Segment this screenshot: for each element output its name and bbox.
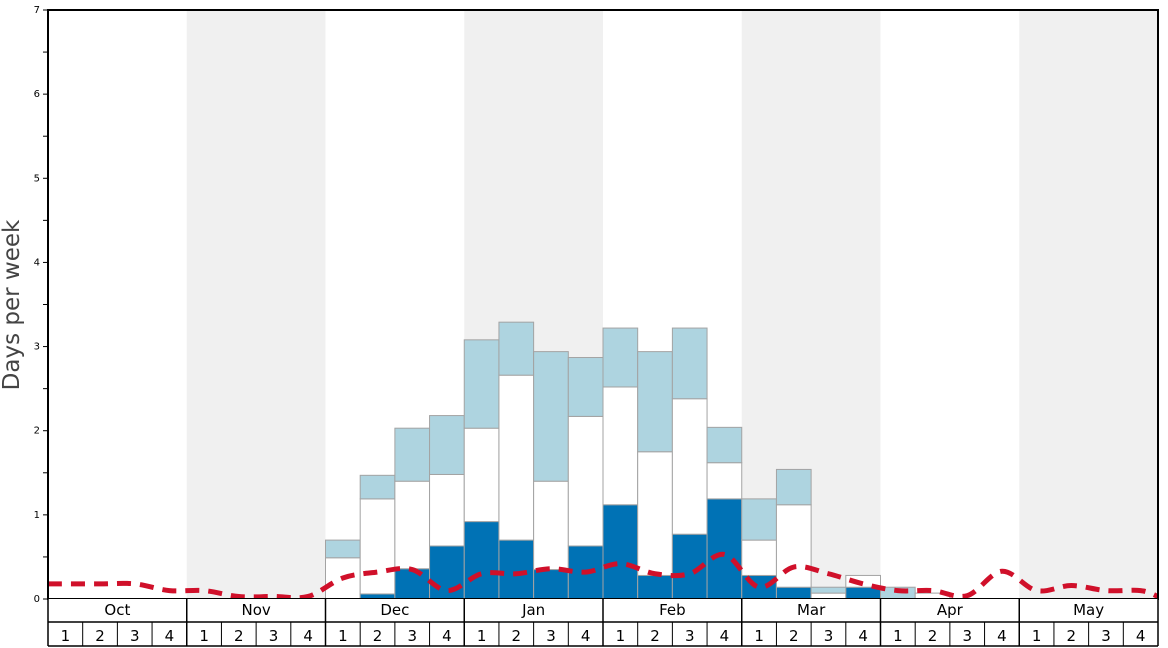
bars xyxy=(325,321,951,600)
bar-segment xyxy=(567,415,604,547)
week-label: 4 xyxy=(997,627,1007,645)
week-label: 3 xyxy=(130,627,140,645)
month-label: Dec xyxy=(380,601,409,619)
bar-segment xyxy=(498,374,535,541)
week-label: 4 xyxy=(1136,627,1146,645)
month-label: Jan xyxy=(521,601,545,619)
y-axis: 0 1 2 3 4 5 6 7 xyxy=(34,5,48,605)
bar-segment xyxy=(637,574,673,600)
y-tick-label: 5 xyxy=(34,173,40,184)
week-label: 2 xyxy=(1067,627,1077,645)
x-axis: Oct 1 2 3 4 Nov 1 2 3 4 Dec 1 2 3 4 Jan 1 2 3 4 Feb 1 2 3 4 Mar 1 2… xyxy=(47,599,1159,647)
bar-segment xyxy=(463,521,500,600)
week-label: 2 xyxy=(95,627,105,645)
bar-segment xyxy=(394,568,431,600)
week-label: 1 xyxy=(893,627,903,645)
y-axis-label: Days per week xyxy=(0,219,25,390)
bar-segment xyxy=(429,415,465,475)
bar-segment xyxy=(429,545,465,600)
y-tick-label: 1 xyxy=(34,510,40,521)
y-tick-label: 0 xyxy=(34,594,40,605)
week-label: 4 xyxy=(858,627,868,645)
month-label: Mar xyxy=(797,601,826,619)
bar-segment xyxy=(741,539,777,576)
bar-segment xyxy=(637,351,673,453)
bar-segment xyxy=(775,504,812,588)
y-tick-label: 4 xyxy=(34,257,40,268)
bar-segment xyxy=(671,327,708,400)
bar-segment xyxy=(533,569,569,600)
bar-segment xyxy=(394,480,431,570)
bar-segment xyxy=(325,539,361,559)
week-label: 3 xyxy=(824,627,834,645)
month-label: May xyxy=(1073,601,1104,619)
bar-segment xyxy=(394,427,431,482)
bar-segment xyxy=(810,586,847,594)
bar-segment xyxy=(533,480,569,571)
week-label: 4 xyxy=(303,627,313,645)
bar-segment xyxy=(498,539,535,600)
week-label: 4 xyxy=(581,627,591,645)
month-label: Apr xyxy=(937,601,964,619)
week-label: 2 xyxy=(928,627,938,645)
bar-segment xyxy=(706,498,743,600)
bar-segment xyxy=(637,451,673,576)
bar-segment xyxy=(463,339,500,429)
week-label: 1 xyxy=(61,627,71,645)
month-label: Feb xyxy=(659,601,686,619)
month-label: Nov xyxy=(241,601,270,619)
bar-segment xyxy=(359,498,396,595)
bar-segment xyxy=(706,426,743,464)
month-band xyxy=(186,10,326,599)
week-label: 2 xyxy=(512,627,522,645)
week-label: 1 xyxy=(338,627,348,645)
week-label: 1 xyxy=(199,627,209,645)
week-label: 3 xyxy=(1101,627,1111,645)
week-label: 4 xyxy=(165,627,175,645)
y-tick-label: 3 xyxy=(34,342,40,353)
bar-segment xyxy=(533,351,569,482)
bar-segment xyxy=(429,473,465,547)
bar-segment xyxy=(741,498,777,541)
month-band xyxy=(1019,10,1158,599)
y-tick-label: 7 xyxy=(34,5,40,16)
average-line-path xyxy=(48,551,1159,601)
y-tick-label: 6 xyxy=(34,89,40,100)
bar-segment xyxy=(602,327,639,388)
bar-segment xyxy=(602,386,639,506)
week-label: 3 xyxy=(407,627,417,645)
bar-segment xyxy=(567,357,604,417)
average-line xyxy=(48,551,1159,601)
week-label: 1 xyxy=(1032,627,1042,645)
bar-segment xyxy=(775,468,812,506)
bar-segment xyxy=(775,586,812,600)
week-label: 2 xyxy=(650,627,660,645)
week-label: 1 xyxy=(616,627,626,645)
week-label: 3 xyxy=(269,627,279,645)
bar-segment xyxy=(463,427,500,523)
week-label: 4 xyxy=(720,627,730,645)
week-label: 3 xyxy=(685,627,695,645)
bar-segment xyxy=(498,321,535,376)
week-label: 2 xyxy=(234,627,244,645)
week-label: 1 xyxy=(477,627,487,645)
bar-segment xyxy=(706,462,743,500)
bar-segment xyxy=(671,398,708,535)
week-label: 1 xyxy=(754,627,764,645)
week-label: 4 xyxy=(442,627,452,645)
bar-segment xyxy=(359,474,396,500)
week-label: 2 xyxy=(789,627,799,645)
y-tick-label: 2 xyxy=(34,426,40,437)
month-shading xyxy=(186,10,1158,599)
week-label: 3 xyxy=(962,627,972,645)
week-label: 3 xyxy=(546,627,556,645)
month-label: Oct xyxy=(104,601,130,619)
week-label: 2 xyxy=(373,627,383,645)
bar-segment xyxy=(602,504,639,600)
